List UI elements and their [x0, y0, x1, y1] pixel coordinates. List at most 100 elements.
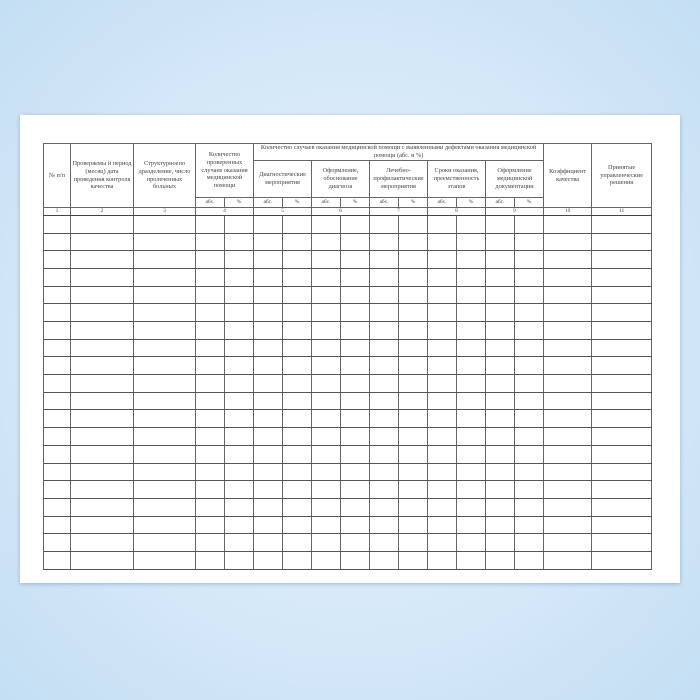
- table-cell[interactable]: [340, 233, 370, 252]
- table-cell[interactable]: [282, 268, 312, 287]
- table-cell[interactable]: [456, 215, 486, 234]
- table-cell[interactable]: [369, 533, 399, 552]
- table-cell[interactable]: [133, 339, 196, 358]
- table-cell[interactable]: [543, 551, 593, 570]
- table-cell[interactable]: [543, 339, 593, 358]
- table-cell[interactable]: [456, 356, 486, 376]
- table-cell[interactable]: [253, 445, 283, 464]
- table-cell[interactable]: [282, 286, 312, 305]
- table-cell[interactable]: [485, 374, 515, 393]
- table-cell[interactable]: [398, 392, 428, 411]
- table-cell[interactable]: [224, 551, 254, 570]
- table-cell[interactable]: [369, 321, 399, 340]
- table-cell[interactable]: [427, 233, 457, 252]
- table-cell[interactable]: [543, 268, 593, 287]
- table-cell[interactable]: [311, 533, 341, 552]
- table-cell[interactable]: [340, 374, 370, 393]
- table-cell[interactable]: [591, 427, 653, 446]
- table-cell[interactable]: [43, 392, 71, 411]
- table-cell[interactable]: [253, 339, 283, 358]
- table-cell[interactable]: [398, 268, 428, 287]
- table-cell[interactable]: [485, 303, 515, 322]
- table-cell[interactable]: [282, 463, 312, 482]
- table-cell[interactable]: [43, 463, 71, 482]
- table-cell[interactable]: [340, 445, 370, 464]
- table-cell[interactable]: [195, 233, 225, 252]
- table-cell[interactable]: [456, 339, 486, 358]
- table-cell[interactable]: [398, 215, 428, 234]
- table-cell[interactable]: [43, 215, 71, 234]
- table-cell[interactable]: [485, 551, 515, 570]
- table-cell[interactable]: [43, 268, 71, 287]
- table-cell[interactable]: [398, 409, 428, 429]
- table-cell[interactable]: [195, 374, 225, 393]
- table-cell[interactable]: [513, 533, 545, 552]
- table-cell[interactable]: [591, 409, 653, 429]
- table-cell[interactable]: [456, 498, 486, 517]
- table-cell[interactable]: [513, 339, 545, 358]
- table-cell[interactable]: [133, 268, 196, 287]
- table-cell[interactable]: [398, 339, 428, 358]
- table-cell[interactable]: [43, 356, 71, 376]
- table-cell[interactable]: [253, 463, 283, 482]
- table-cell[interactable]: [70, 321, 134, 340]
- table-cell[interactable]: [133, 215, 196, 234]
- table-cell[interactable]: [543, 250, 593, 269]
- table-cell[interactable]: [311, 286, 341, 305]
- table-cell[interactable]: [253, 480, 283, 499]
- table-cell[interactable]: [43, 427, 71, 446]
- table-cell[interactable]: [591, 321, 653, 340]
- table-cell[interactable]: [456, 250, 486, 269]
- table-cell[interactable]: [591, 533, 653, 552]
- table-cell[interactable]: [456, 409, 486, 429]
- table-cell[interactable]: [195, 463, 225, 482]
- table-cell[interactable]: [485, 321, 515, 340]
- table-cell[interactable]: [311, 356, 341, 376]
- table-cell[interactable]: [253, 409, 283, 429]
- table-cell[interactable]: [340, 463, 370, 482]
- table-cell[interactable]: [456, 463, 486, 482]
- table-cell[interactable]: [427, 268, 457, 287]
- table-cell[interactable]: [253, 392, 283, 411]
- table-cell[interactable]: [340, 303, 370, 322]
- table-cell[interactable]: [311, 445, 341, 464]
- table-cell[interactable]: [70, 516, 134, 535]
- table-cell[interactable]: [70, 551, 134, 570]
- table-cell[interactable]: [513, 286, 545, 305]
- table-cell[interactable]: [282, 339, 312, 358]
- table-cell[interactable]: [543, 498, 593, 517]
- table-cell[interactable]: [543, 392, 593, 411]
- table-cell[interactable]: [485, 339, 515, 358]
- table-cell[interactable]: [70, 498, 134, 517]
- table-cell[interactable]: [70, 374, 134, 393]
- table-cell[interactable]: [282, 250, 312, 269]
- table-cell[interactable]: [456, 374, 486, 393]
- table-cell[interactable]: [133, 250, 196, 269]
- table-cell[interactable]: [427, 303, 457, 322]
- table-cell[interactable]: [340, 286, 370, 305]
- table-cell[interactable]: [513, 480, 545, 499]
- table-cell[interactable]: [591, 374, 653, 393]
- table-cell[interactable]: [282, 233, 312, 252]
- table-cell[interactable]: [311, 303, 341, 322]
- table-cell[interactable]: [224, 321, 254, 340]
- table-cell[interactable]: [591, 250, 653, 269]
- table-cell[interactable]: [427, 215, 457, 234]
- table-cell[interactable]: [591, 268, 653, 287]
- table-cell[interactable]: [253, 286, 283, 305]
- table-cell[interactable]: [43, 551, 71, 570]
- table-cell[interactable]: [398, 533, 428, 552]
- table-cell[interactable]: [195, 445, 225, 464]
- table-cell[interactable]: [311, 339, 341, 358]
- table-cell[interactable]: [398, 303, 428, 322]
- table-cell[interactable]: [282, 533, 312, 552]
- table-cell[interactable]: [133, 303, 196, 322]
- table-cell[interactable]: [43, 374, 71, 393]
- table-cell[interactable]: [340, 215, 370, 234]
- table-cell[interactable]: [369, 233, 399, 252]
- table-cell[interactable]: [591, 551, 653, 570]
- table-cell[interactable]: [224, 356, 254, 376]
- table-cell[interactable]: [70, 303, 134, 322]
- table-cell[interactable]: [43, 233, 71, 252]
- table-cell[interactable]: [133, 286, 196, 305]
